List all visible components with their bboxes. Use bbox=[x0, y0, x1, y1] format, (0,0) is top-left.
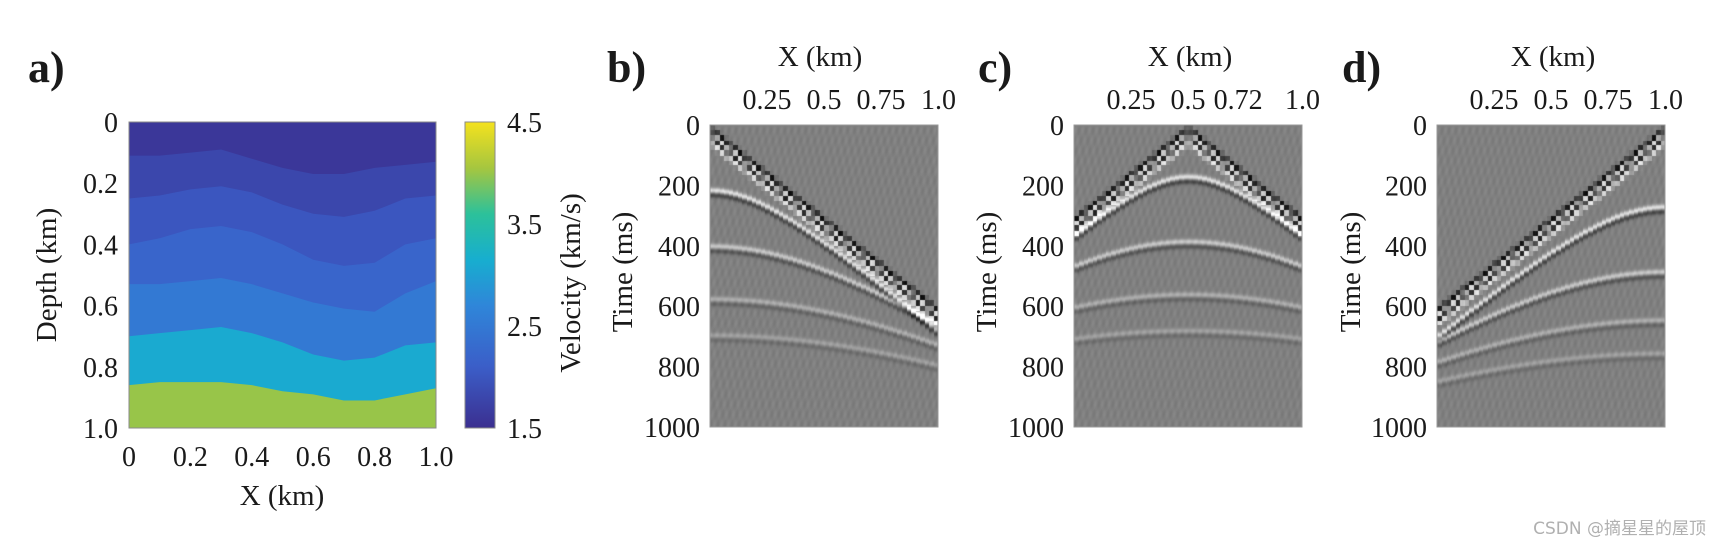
a-x-tick-label: 0.6 bbox=[296, 442, 331, 473]
gather-x-tick-label: 0.25 bbox=[743, 85, 792, 116]
shot-gather-d: 0.25 0.5 0.75 1.0 0 200 400 600 800 1000 bbox=[1371, 85, 1683, 444]
gather-frame bbox=[1436, 124, 1666, 428]
colorbar-tick-label: 1.5 bbox=[507, 414, 542, 445]
a-x-tick-label: 0 bbox=[122, 442, 136, 473]
gather-y-tick-label: 800 bbox=[658, 353, 700, 384]
panel-b: b) X (km) Time (ms) bbox=[607, 41, 862, 332]
gather-y-tick-label: 600 bbox=[1385, 292, 1427, 323]
gather-x-tick-label: 0.5 bbox=[807, 85, 842, 116]
gather-x-tick-label: 0.5 bbox=[1171, 85, 1206, 116]
c-y-axis-label: Time (ms) bbox=[971, 212, 1003, 333]
gather-x-tick-label: 0.25 bbox=[1107, 85, 1156, 116]
d-y-axis-label: Time (ms) bbox=[1335, 212, 1367, 333]
gather-y-tick-label: 600 bbox=[1022, 292, 1064, 323]
a-x-tick-label: 0.4 bbox=[234, 442, 269, 473]
gather-x-tick-label: 1.0 bbox=[1285, 85, 1320, 116]
gather-y-tick-label: 1000 bbox=[644, 413, 700, 444]
a-y-tick-label: 0 bbox=[104, 108, 118, 139]
b-y-axis-label: Time (ms) bbox=[607, 212, 639, 333]
gather-x-tick-label: 0.72 bbox=[1214, 85, 1263, 116]
c-x-axis-title: X (km) bbox=[1148, 41, 1233, 73]
gather-y-tick-label: 200 bbox=[1385, 171, 1427, 202]
gather-x-tick-label: 0.75 bbox=[857, 85, 906, 116]
a-y-axis-label: Depth (km) bbox=[31, 208, 63, 343]
gather-x-tick-label: 0.75 bbox=[1584, 85, 1633, 116]
gather-y-tick-label: 1000 bbox=[1008, 413, 1064, 444]
gather-y-tick-label: 400 bbox=[1022, 232, 1064, 263]
panel-d: d) X (km) Time (ms) bbox=[1335, 41, 1595, 332]
velocity-model-frame bbox=[128, 121, 437, 429]
velocity-layer bbox=[129, 382, 436, 428]
velocity-model bbox=[129, 122, 436, 428]
shot-gather-b: 0.25 0.5 0.75 1.0 0 200 400 600 800 1000 bbox=[644, 85, 956, 444]
d-x-axis-title: X (km) bbox=[1511, 41, 1596, 73]
gather-y-tick-label: 200 bbox=[1022, 171, 1064, 202]
gather-x-tick-label: 0.5 bbox=[1534, 85, 1569, 116]
gather-y-tick-label: 0 bbox=[1413, 111, 1427, 142]
a-y-tick-label: 1.0 bbox=[83, 414, 118, 445]
a-y-tick-label: 0.4 bbox=[83, 230, 118, 261]
a-x-axis-label: X (km) bbox=[240, 480, 325, 512]
colorbar-tick-label: 2.5 bbox=[507, 312, 542, 343]
a-y-tick-label: 0.2 bbox=[83, 169, 118, 200]
a-x-tick-label: 0.2 bbox=[173, 442, 208, 473]
seismogram-image bbox=[710, 125, 938, 427]
panel-c-letter: c) bbox=[978, 43, 1012, 92]
panel-d-letter: d) bbox=[1342, 43, 1381, 92]
shot-gather-c: 0.25 0.5 0.72 1.0 0 200 400 600 800 1000 bbox=[1008, 85, 1320, 444]
gather-y-tick-label: 600 bbox=[658, 292, 700, 323]
gather-y-tick-label: 1000 bbox=[1371, 413, 1427, 444]
panel-b-letter: b) bbox=[607, 43, 646, 92]
colorbar bbox=[464, 121, 496, 429]
colorbar-label: Velocity (km/s) bbox=[555, 193, 587, 373]
watermark: CSDN @摘星星的屋顶 bbox=[1533, 519, 1706, 539]
colorbar-tick-label: 3.5 bbox=[507, 210, 542, 241]
gather-y-tick-label: 200 bbox=[658, 171, 700, 202]
gather-x-tick-label: 1.0 bbox=[921, 85, 956, 116]
colorbar-tick-label: 4.5 bbox=[507, 108, 542, 139]
a-y-tick-label: 0.8 bbox=[83, 353, 118, 384]
gather-y-tick-label: 0 bbox=[1050, 111, 1064, 142]
gather-x-tick-label: 0.25 bbox=[1470, 85, 1519, 116]
panel-c: c) X (km) Time (ms) bbox=[971, 41, 1232, 332]
gather-y-tick-label: 800 bbox=[1022, 353, 1064, 384]
a-x-tick-label: 0.8 bbox=[357, 442, 392, 473]
a-x-tick-label: 1.0 bbox=[419, 442, 454, 473]
gather-y-tick-label: 400 bbox=[658, 232, 700, 263]
a-y-tick-label: 0.6 bbox=[83, 292, 118, 323]
panel-a: a) 0 0.2 0.4 0.6 0.8 1.0 0 0.2 0.4 0.6 0.8 1.0 X (… bbox=[28, 43, 587, 512]
gather-frame bbox=[709, 124, 939, 428]
gather-frame bbox=[1073, 124, 1303, 428]
gather-y-tick-label: 400 bbox=[1385, 232, 1427, 263]
panel-a-letter: a) bbox=[28, 43, 65, 92]
gather-y-tick-label: 0 bbox=[686, 111, 700, 142]
seismogram-image bbox=[1437, 125, 1665, 427]
b-x-axis-title: X (km) bbox=[778, 41, 863, 73]
gather-x-tick-label: 1.0 bbox=[1648, 85, 1683, 116]
seismogram-image bbox=[1074, 125, 1302, 427]
gather-y-tick-label: 800 bbox=[1385, 353, 1427, 384]
